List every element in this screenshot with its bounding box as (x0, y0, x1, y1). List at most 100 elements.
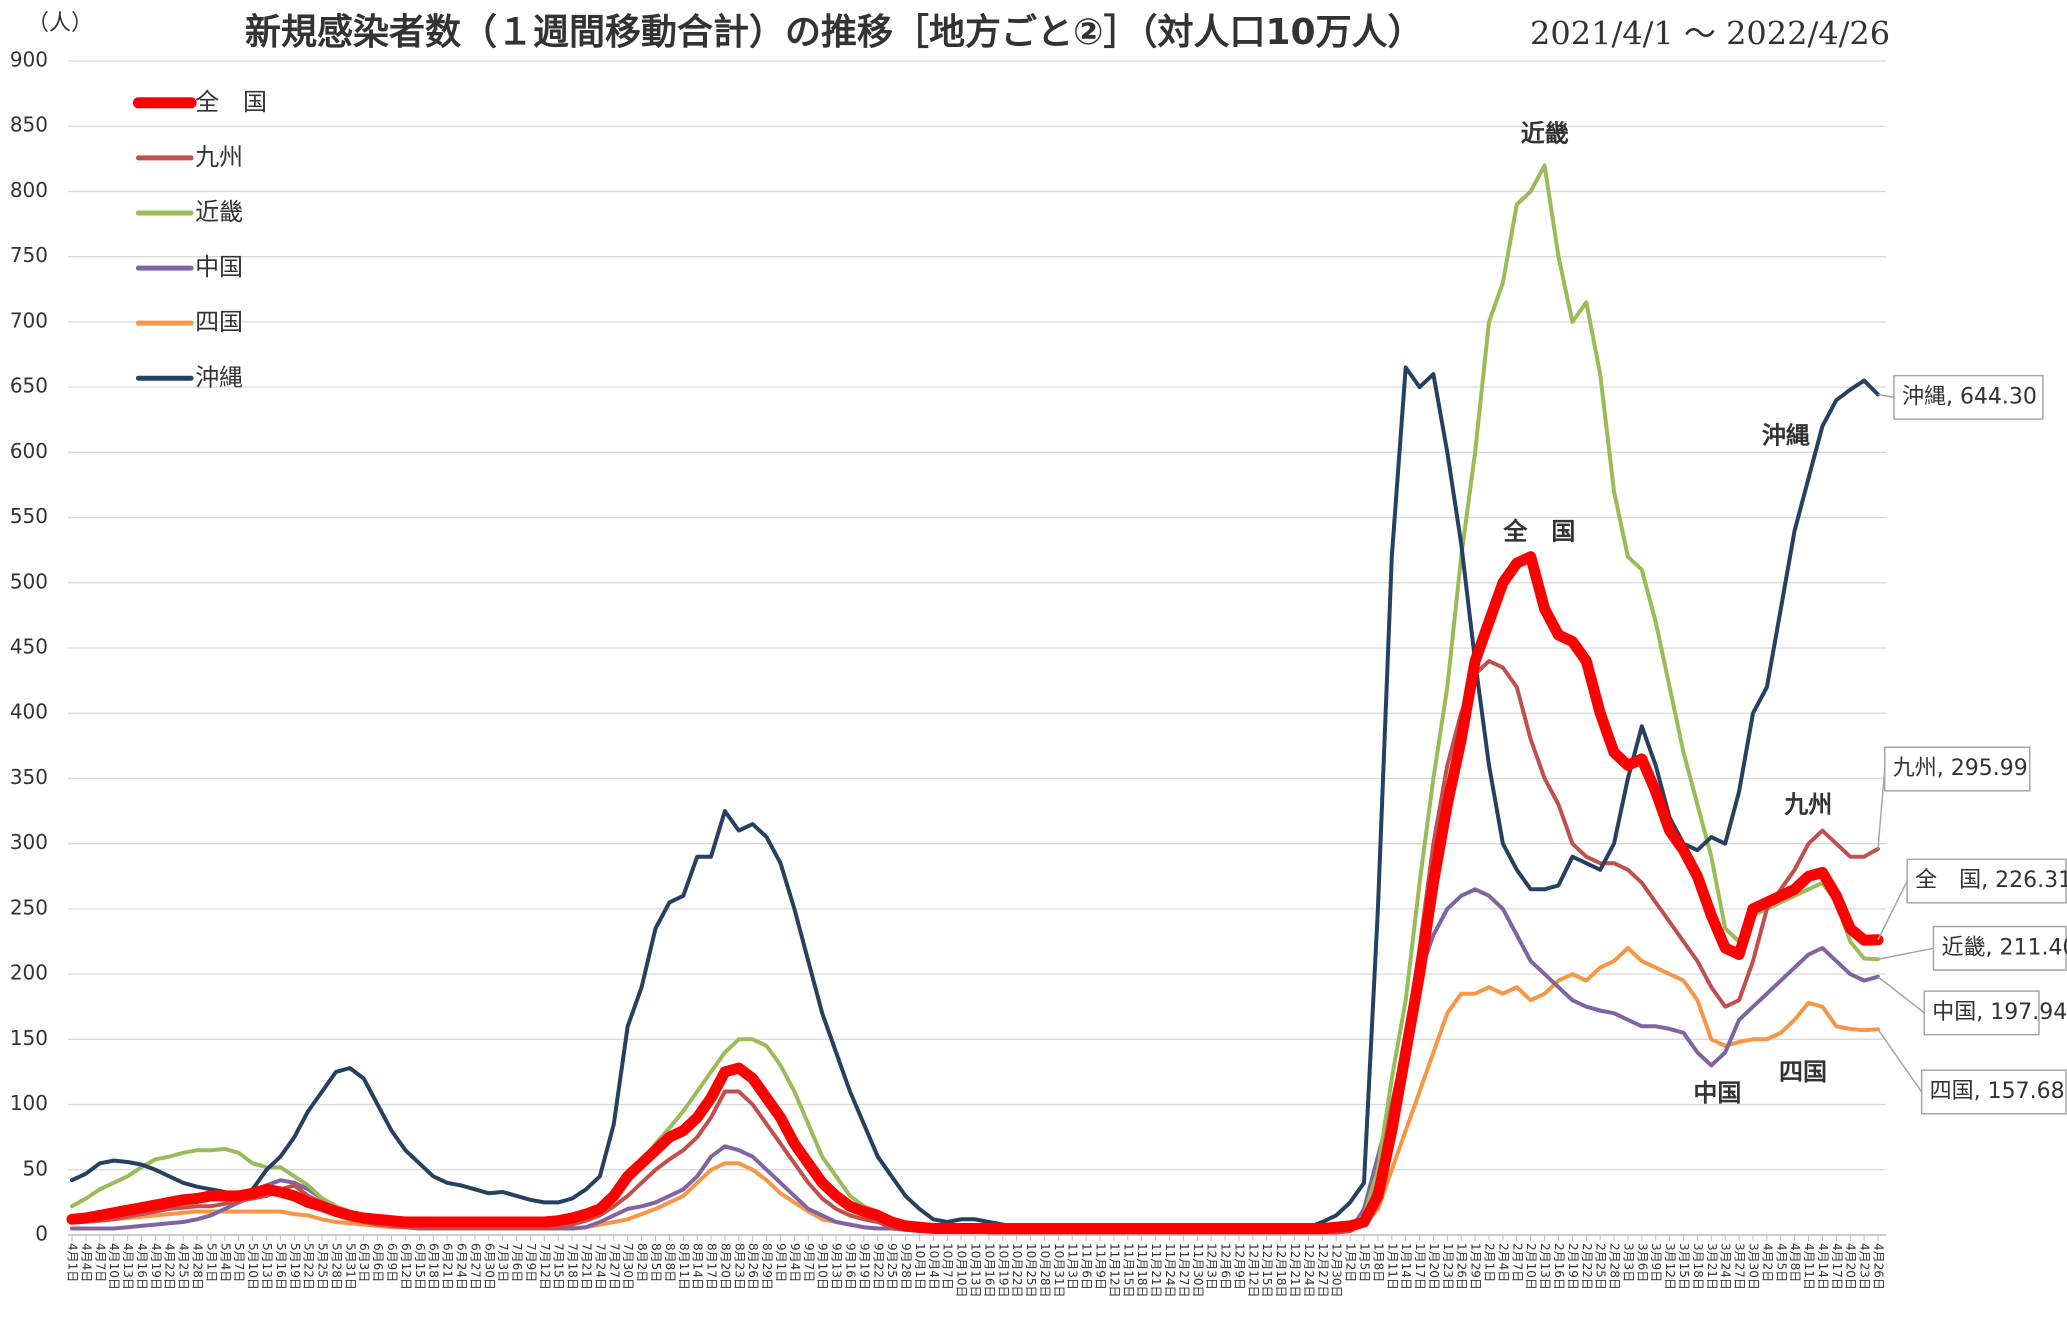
x-tick-label: 11月21日 (1149, 1243, 1163, 1298)
x-tick-label: 6月15日 (413, 1243, 427, 1290)
x-tick-label: 9月22日 (871, 1243, 885, 1290)
y-tick-label: 150 (10, 1026, 48, 1050)
legend-label: 全 国 (195, 88, 267, 116)
x-tick-label: 10月25日 (1024, 1243, 1038, 1298)
x-tick-label: 9月13日 (830, 1243, 844, 1290)
y-tick-label: 450 (10, 635, 48, 659)
x-tick-label: 4月2日 (1760, 1243, 1774, 1282)
legend-label: 中国 (195, 253, 243, 281)
x-tick-label: 10月7日 (941, 1243, 955, 1290)
x-tick-label: 7月15日 (552, 1243, 566, 1290)
callout-leader (1877, 768, 1886, 849)
x-tick-label: 10月28日 (1038, 1243, 1052, 1298)
legend-label: 近畿 (195, 198, 243, 226)
callout-box (1923, 990, 2040, 1036)
x-tick-label: 5月4日 (218, 1243, 232, 1282)
x-tick-label: 2月22日 (1580, 1243, 1594, 1290)
x-tick-label: 9月19日 (857, 1243, 871, 1290)
x-tick-label: 1月23日 (1441, 1243, 1455, 1290)
x-tick-label: 8月20日 (718, 1243, 732, 1290)
y-tick-label: 300 (10, 830, 48, 854)
x-tick-label: 5月13日 (260, 1243, 274, 1290)
x-tick-label: 10月16日 (982, 1243, 996, 1298)
x-tick-label: 10月10日 (955, 1243, 969, 1298)
x-tick-label: 10月22日 (1010, 1243, 1024, 1298)
x-tick-label: 1月11日 (1385, 1243, 1399, 1290)
x-tick-label: 6月21日 (441, 1243, 455, 1290)
y-tick-label: 400 (10, 700, 48, 724)
x-tick-label: 4月26日 (1872, 1243, 1886, 1290)
x-tick-label: 3月3日 (1621, 1243, 1635, 1282)
y-tick-label: 350 (10, 765, 48, 789)
y-tick-label: 800 (10, 178, 48, 202)
callout-box (1932, 925, 2067, 971)
callout-label: 中国, 197.94 (1932, 1000, 2067, 1025)
x-tick-label: 6月3日 (357, 1243, 371, 1282)
x-tick-label: 1月14日 (1399, 1243, 1413, 1290)
x-tick-label: 4月8日 (1788, 1243, 1802, 1282)
x-tick-label: 10月4日 (927, 1243, 941, 1290)
x-tick-label: 9月28日 (899, 1243, 913, 1290)
x-tick-label: 6月30日 (482, 1243, 496, 1290)
x-tick-label: 4月25日 (177, 1243, 191, 1290)
x-tick-label: 7月21日 (580, 1243, 594, 1290)
x-tick-label: 8月17日 (705, 1243, 719, 1290)
callout-box (1906, 858, 2067, 904)
legend-label: 四国 (195, 308, 243, 336)
x-tick-label: 5月19日 (288, 1243, 302, 1290)
x-tick-label: 8月23日 (732, 1243, 746, 1290)
x-tick-label: 9月25日 (885, 1243, 899, 1290)
series-label: 九州 (1783, 790, 1832, 818)
x-tick-label: 12月3日 (1205, 1243, 1219, 1290)
x-tick-label: 9月16日 (843, 1243, 857, 1290)
callout-label: 九州, 295.99 (1893, 756, 2028, 781)
x-tick-label: 1月26日 (1455, 1243, 1469, 1290)
x-tick-label: 4月4日 (79, 1243, 93, 1282)
y-unit: （人） (27, 11, 93, 36)
x-tick-label: 2月19日 (1566, 1243, 1580, 1290)
x-tick-label: 8月8日 (663, 1243, 677, 1282)
y-tick-label: 850 (10, 113, 48, 137)
y-tick-label: 250 (10, 895, 48, 919)
callout-leader (1877, 880, 1908, 941)
x-tick-label: 2月16日 (1552, 1243, 1566, 1290)
x-tick-label: 2月25日 (1594, 1243, 1608, 1290)
series-label: 近畿 (1521, 119, 1569, 147)
x-tick-label: 3月24日 (1719, 1243, 1733, 1290)
x-tick-label: 7月27日 (607, 1243, 621, 1290)
y-tick-label: 100 (10, 1091, 48, 1115)
x-tick-label: 8月2日 (635, 1243, 649, 1282)
x-tick-label: 2月1日 (1483, 1243, 1497, 1282)
x-tick-label: 4月23日 (1858, 1243, 1872, 1290)
x-tick-label: 5月28日 (329, 1243, 343, 1290)
callout-leader (1877, 393, 1895, 399)
callout-leader (1877, 1028, 1923, 1093)
x-tick-label: 1月2日 (1344, 1243, 1358, 1282)
legend-label: 沖縄 (195, 363, 243, 391)
x-tick-label: 12月24日 (1302, 1243, 1316, 1298)
x-tick-label: 12月21日 (1288, 1243, 1302, 1298)
x-tick-label: 4月11日 (1802, 1243, 1816, 1290)
callout-box (1920, 1069, 2067, 1115)
x-tick-label: 4月22日 (163, 1243, 177, 1290)
callout-label: 近畿, 211.40 (1942, 935, 2067, 960)
x-tick-label: 4月19日 (149, 1243, 163, 1290)
x-tick-label: 11月6日 (1080, 1243, 1094, 1290)
y-tick-label: 900 (10, 48, 48, 72)
x-tick-label: 12月9日 (1232, 1243, 1246, 1290)
callout-box (1893, 374, 2044, 420)
x-tick-label: 9月7日 (802, 1243, 816, 1282)
x-tick-label: 12月6日 (1219, 1243, 1233, 1290)
x-tick-label: 11月12日 (1107, 1243, 1121, 1298)
x-tick-label: 12月27日 (1316, 1243, 1330, 1298)
x-tick-label: 8月26日 (746, 1243, 760, 1290)
x-tick-label: 4月10日 (107, 1243, 121, 1290)
x-tick-label: 6月18日 (427, 1243, 441, 1290)
x-tick-label: 3月15日 (1677, 1243, 1691, 1290)
x-tick-label: 11月24日 (1163, 1243, 1177, 1298)
x-tick-label: 12月15日 (1260, 1243, 1274, 1298)
y-tick-label: 500 (10, 569, 48, 593)
callout-label: 沖縄, 644.30 (1902, 384, 2037, 409)
x-tick-label: 4月13日 (121, 1243, 135, 1290)
y-tick-label: 750 (10, 243, 48, 267)
